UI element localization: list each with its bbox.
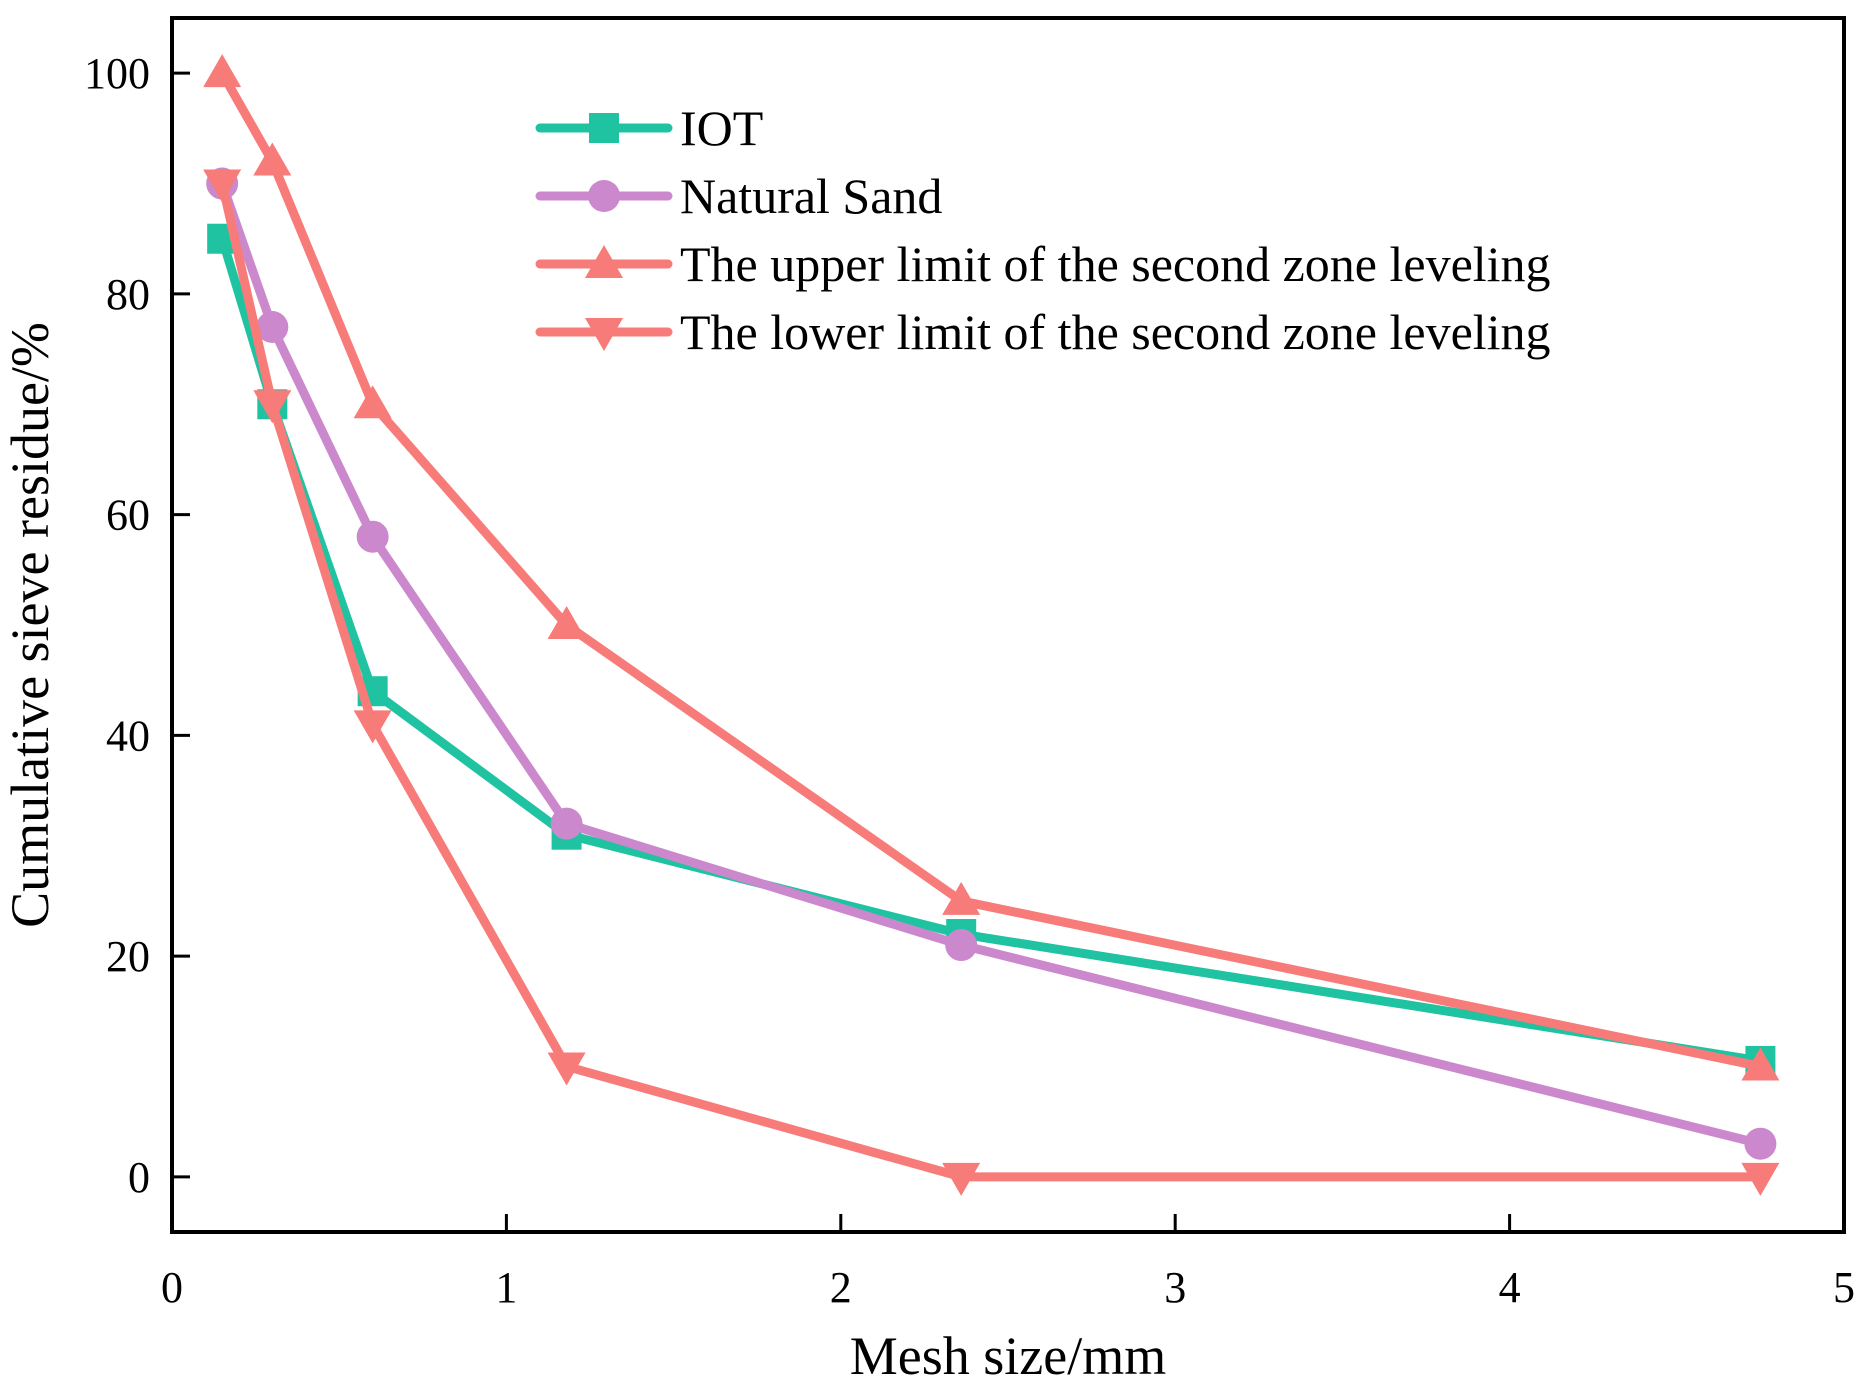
legend-label: The lower limit of the second zone level… xyxy=(680,304,1551,360)
data-point xyxy=(945,929,978,962)
plot-frame xyxy=(170,16,1846,1234)
y-tick-label: 80 xyxy=(106,270,150,319)
data-point xyxy=(942,881,981,915)
y-tick-label: 40 xyxy=(106,711,150,760)
data-point xyxy=(547,606,586,639)
data-point xyxy=(253,142,292,176)
data-point xyxy=(353,710,392,744)
x-tick-label: 2 xyxy=(830,1263,852,1312)
data-point xyxy=(356,520,389,553)
legend-swatch-marker xyxy=(589,113,619,143)
data-point xyxy=(550,807,583,840)
data-point xyxy=(256,311,289,344)
legend-label: Natural Sand xyxy=(680,168,942,224)
x-tick-label: 4 xyxy=(1499,1263,1521,1312)
legend-swatch-marker xyxy=(588,180,620,212)
data-point xyxy=(942,1162,981,1196)
series-layer xyxy=(203,54,1780,1196)
data-point xyxy=(203,54,242,88)
x-axis-title: Mesh size/mm xyxy=(850,1326,1166,1380)
series-line xyxy=(217,179,1765,1149)
legend: IOT Natural Sand The upper limit of the se… xyxy=(535,100,1551,360)
data-point xyxy=(253,390,292,424)
x-tick-label: 0 xyxy=(161,1263,183,1312)
y-axis-title: Cumulative sieve residue/% xyxy=(0,322,60,928)
legend-item: The lower limit of the second zone level… xyxy=(535,304,1551,360)
legend-swatch-marker xyxy=(585,245,623,278)
x-tick-label: 1 xyxy=(495,1263,517,1312)
series-line xyxy=(217,179,1765,1182)
y-tick-label: 20 xyxy=(106,932,150,981)
legend-item: Natural Sand xyxy=(535,168,942,224)
y-tick-label: 60 xyxy=(106,491,150,540)
y-tick-label: 0 xyxy=(128,1153,150,1202)
data-point xyxy=(547,1052,586,1086)
data-point xyxy=(353,385,392,419)
legend-swatch-marker xyxy=(585,318,623,351)
data-point xyxy=(1744,1127,1777,1160)
x-tick-label: 3 xyxy=(1164,1263,1186,1312)
legend-label: IOT xyxy=(680,100,763,156)
y-tick-label: 100 xyxy=(84,49,150,98)
legend-item: The upper limit of the second zone level… xyxy=(535,236,1551,292)
legend-label: The upper limit of the second zone level… xyxy=(680,236,1551,292)
legend-item: IOT xyxy=(535,100,763,156)
series-4 xyxy=(203,169,1780,1196)
series-3 xyxy=(203,54,1780,1081)
data-point xyxy=(1741,1162,1780,1196)
ticks-layer: 0 1 2 3 4 5 0 20 40 60 80 100 xyxy=(84,49,1855,1312)
data-point xyxy=(1741,1047,1780,1081)
series-line xyxy=(217,68,1765,1071)
data-point xyxy=(203,169,242,203)
x-tick-label: 5 xyxy=(1833,1263,1855,1312)
